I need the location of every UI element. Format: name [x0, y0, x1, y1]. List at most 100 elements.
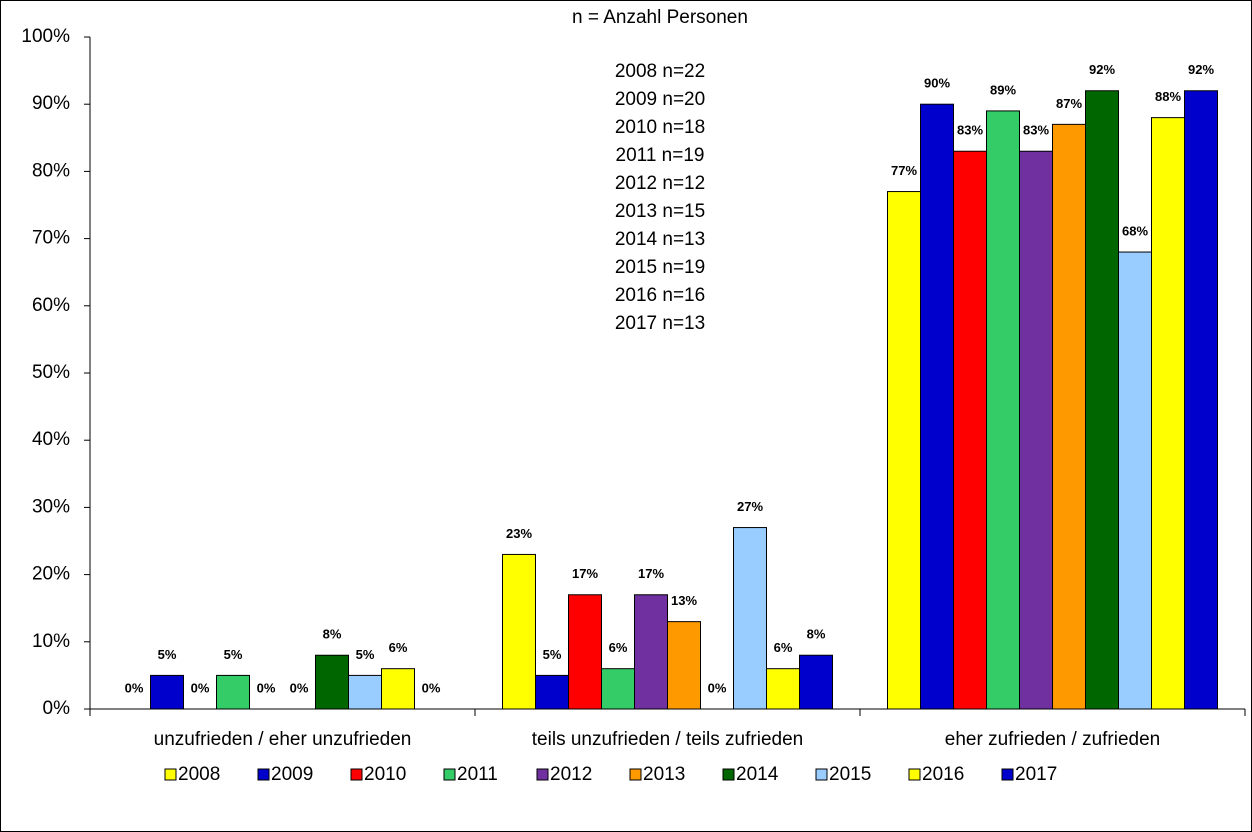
x-tick-label: teils unzufrieden / teils zufrieden: [532, 729, 803, 750]
value-label: 83%: [957, 123, 983, 138]
value-label: 6%: [389, 640, 408, 655]
legend-label: 2015: [829, 764, 871, 785]
legend-swatch: [1001, 768, 1014, 781]
bar: [601, 668, 635, 710]
legend-label: 2008: [178, 764, 220, 785]
bar: [1151, 117, 1185, 710]
value-label: 5%: [224, 647, 243, 662]
value-label: 27%: [737, 499, 763, 514]
value-label: 90%: [924, 76, 950, 91]
bar: [920, 103, 954, 710]
legend-swatch: [257, 768, 270, 781]
bar: [887, 191, 921, 710]
value-label: 77%: [891, 163, 917, 178]
value-label: 0%: [125, 680, 144, 695]
bar: [381, 668, 415, 710]
value-label: 83%: [1023, 123, 1049, 138]
y-tick-label: 20%: [32, 564, 70, 585]
value-label: 68%: [1122, 223, 1148, 238]
legend-swatch: [815, 768, 828, 781]
bar: [766, 668, 800, 710]
value-label: 0%: [257, 680, 276, 695]
value-label: 13%: [671, 593, 697, 608]
bar: [667, 621, 701, 710]
value-label: 92%: [1089, 62, 1115, 77]
value-label: 8%: [323, 627, 342, 642]
legend-swatch: [164, 768, 177, 781]
annotation: 2016 n=16: [615, 285, 705, 306]
y-tick-label: 10%: [32, 631, 70, 652]
x-tick-label: unzufrieden / eher unzufrieden: [154, 729, 412, 750]
bar: [634, 594, 668, 710]
bar: [568, 594, 602, 710]
value-label: 87%: [1056, 96, 1082, 111]
x-tick-label: eher zufrieden / zufrieden: [945, 729, 1160, 750]
bar: [315, 654, 349, 710]
annotation: 2009 n=20: [615, 89, 705, 110]
y-tick-label: 30%: [32, 496, 70, 517]
legend-label: 2012: [550, 764, 592, 785]
annotation: 2013 n=15: [615, 201, 705, 222]
y-tick-label: 100%: [21, 26, 70, 47]
value-label: 17%: [638, 566, 664, 581]
value-label: 17%: [572, 566, 598, 581]
value-label: 5%: [158, 647, 177, 662]
legend-label: 2010: [364, 764, 406, 785]
bar: [799, 654, 833, 710]
value-label: 6%: [609, 640, 628, 655]
bar: [1019, 150, 1053, 710]
annotation: 2017 n=13: [615, 313, 705, 334]
legend-label: 2014: [736, 764, 779, 785]
annotation: 2014 n=13: [615, 229, 705, 250]
y-tick-label: 70%: [32, 228, 70, 249]
legend-label: 2016: [922, 764, 964, 785]
legend-label: 2009: [271, 764, 313, 785]
value-label: 0%: [708, 680, 727, 695]
value-label: 6%: [774, 640, 793, 655]
bar: [150, 674, 184, 710]
legend-swatch: [908, 768, 921, 781]
bar: [1118, 251, 1152, 710]
bar: [953, 150, 987, 710]
legend-swatch: [629, 768, 642, 781]
value-label: 8%: [807, 627, 826, 642]
bar: [1052, 123, 1086, 710]
legend-label: 2013: [643, 764, 685, 785]
y-tick-label: 80%: [32, 160, 70, 181]
y-tick-label: 50%: [32, 362, 70, 383]
legend-swatch: [722, 768, 735, 781]
annotation: 2008 n=22: [615, 61, 705, 82]
legend-swatch: [350, 768, 363, 781]
value-label: 23%: [506, 526, 532, 541]
bar: [216, 674, 250, 710]
bar: [986, 110, 1020, 710]
bar: [733, 527, 767, 710]
y-tick-label: 40%: [32, 429, 70, 450]
annotation: 2011 n=19: [616, 145, 705, 166]
value-label: 88%: [1155, 89, 1181, 104]
legend-label: 2011: [457, 764, 498, 785]
value-label: 0%: [191, 680, 210, 695]
annotation: 2015 n=19: [615, 257, 705, 278]
value-label: 5%: [356, 647, 375, 662]
bar: [535, 674, 569, 710]
bar: [502, 553, 536, 710]
bar: [1085, 90, 1119, 710]
bar: [1184, 90, 1218, 710]
legend-swatch: [536, 768, 549, 781]
value-label: 5%: [543, 647, 562, 662]
bar: [348, 674, 382, 710]
y-tick-label: 0%: [43, 698, 71, 719]
value-label: 0%: [290, 680, 309, 695]
legend-swatch: [443, 768, 456, 781]
chart-title: n = Anzahl Personen: [572, 7, 748, 28]
y-tick-label: 60%: [32, 295, 70, 316]
value-label: 89%: [990, 82, 1016, 97]
value-label: 0%: [422, 680, 441, 695]
legend-label: 2017: [1015, 764, 1057, 785]
annotation: 2010 n=18: [615, 117, 705, 138]
annotation: 2012 n=12: [615, 173, 705, 194]
y-tick-label: 90%: [32, 93, 70, 114]
